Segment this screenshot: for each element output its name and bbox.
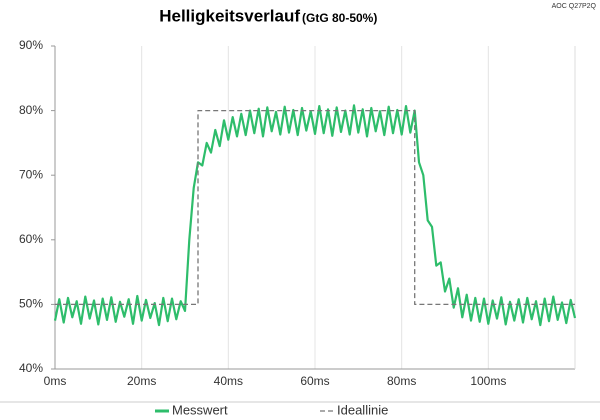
chart-subtitle: (GtG 80-50%) bbox=[302, 11, 377, 25]
y-tick-label: 40% bbox=[19, 361, 43, 375]
x-tick-label: 80ms bbox=[387, 374, 416, 388]
x-tick-label: 0ms bbox=[44, 374, 67, 388]
y-tick-label: 50% bbox=[19, 297, 43, 311]
y-tick-label: 70% bbox=[19, 167, 43, 181]
x-tick-label: 100ms bbox=[470, 374, 506, 388]
y-tick-label: 60% bbox=[19, 232, 43, 246]
y-tick-label: 80% bbox=[19, 103, 43, 117]
model-label: AOC Q27P2Q bbox=[552, 3, 597, 10]
x-tick-label: 60ms bbox=[300, 374, 329, 388]
chart-title: Helligkeitsverlauf bbox=[159, 6, 300, 25]
legend-label: Ideallinie bbox=[337, 402, 388, 417]
x-tick-label: 40ms bbox=[214, 374, 243, 388]
x-tick-label: 20ms bbox=[127, 374, 156, 388]
series-line bbox=[53, 104, 577, 327]
legend-label: Messwert bbox=[172, 402, 228, 417]
y-tick-label: 90% bbox=[19, 38, 43, 52]
